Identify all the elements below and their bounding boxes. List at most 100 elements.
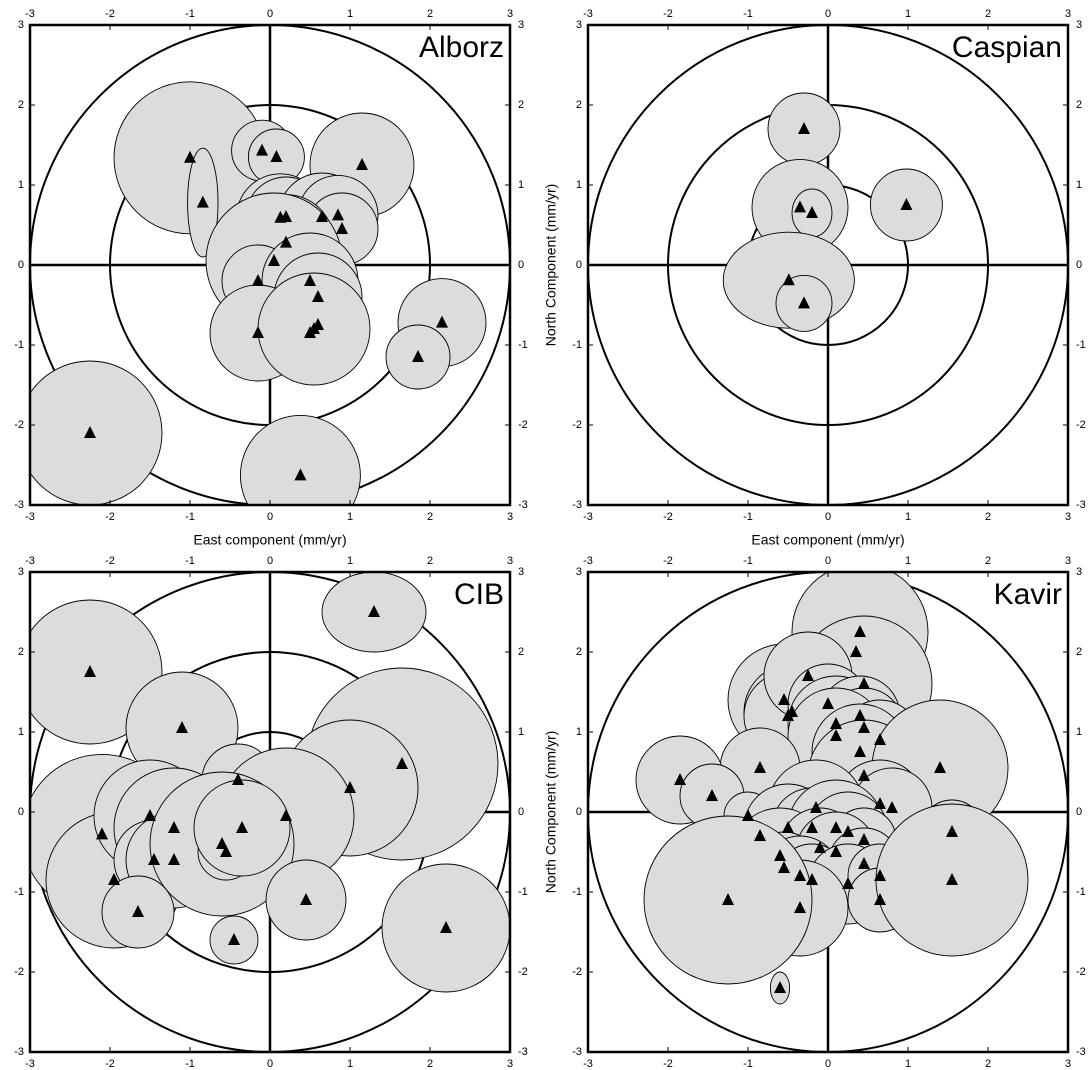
site-marker [858, 721, 870, 733]
site-marker [798, 122, 810, 134]
y-tick-label: -2 [1076, 419, 1086, 431]
site-marker [216, 837, 228, 849]
site-marker [396, 757, 408, 769]
site-marker [280, 235, 292, 248]
site-marker [782, 709, 794, 721]
site-marker [308, 322, 320, 334]
y-tick-label: -1 [572, 339, 582, 351]
panel [588, 25, 1068, 505]
x-tick-label: 0 [267, 511, 273, 523]
x-tick-label: 1 [347, 8, 353, 20]
y-tick-label: 1 [576, 179, 582, 191]
x-tick-label: 3 [507, 1058, 513, 1070]
site-marker [336, 222, 348, 234]
y-tick-label: 0 [1076, 806, 1082, 818]
x-tick-label: -2 [105, 511, 115, 523]
y-tick-label: 2 [576, 99, 582, 111]
site-marker [84, 665, 96, 677]
x-tick-label: -1 [185, 511, 195, 523]
site-marker [858, 677, 870, 689]
site-marker [706, 789, 718, 801]
x-tick-label: -1 [743, 511, 753, 523]
x-tick-label: 1 [905, 511, 911, 523]
site-marker [280, 809, 292, 821]
y-tick-label: 1 [576, 726, 582, 738]
y-tick-label: 2 [18, 646, 24, 658]
x-tick-label: 0 [267, 8, 273, 20]
x-tick-label: -1 [743, 555, 753, 567]
site-marker [874, 869, 886, 881]
site-marker [934, 761, 946, 773]
y-tick-label: 1 [518, 726, 524, 738]
x-tick-label: 1 [347, 1058, 353, 1070]
y-tick-label: 2 [518, 646, 524, 658]
site-marker [900, 198, 913, 210]
x-tick-label: -3 [25, 8, 35, 20]
y-tick-label: -3 [518, 1046, 528, 1058]
site-marker [854, 745, 866, 757]
site-marker [830, 729, 842, 741]
x-tick-label: -3 [583, 1058, 593, 1070]
site-marker [256, 143, 268, 156]
y-tick-label: 2 [518, 99, 524, 111]
site-marker [854, 709, 866, 721]
site-marker [782, 821, 794, 833]
x-tick-label: 0 [825, 511, 831, 523]
site-marker [858, 857, 870, 869]
site-marker [304, 274, 316, 286]
x-tick-label: 3 [1065, 511, 1071, 523]
y-tick-label: 1 [1076, 179, 1082, 191]
x-tick-label: 2 [985, 1058, 991, 1070]
site-marker [252, 326, 264, 338]
site-marker [184, 150, 196, 163]
y-tick-label: -2 [14, 966, 24, 978]
x-tick-label: -1 [185, 8, 195, 20]
site-marker [782, 273, 795, 286]
x-tick-label: 3 [1065, 1058, 1071, 1070]
site-marker [356, 158, 368, 170]
site-marker [312, 290, 324, 302]
site-marker [368, 605, 380, 617]
y-tick-label: 2 [1076, 646, 1082, 658]
y-tick-label: 3 [18, 19, 24, 31]
panel-title: Alborz [419, 31, 504, 64]
x-tick-label: 1 [905, 555, 911, 567]
site-marker [814, 841, 826, 853]
x-tick-label: -1 [185, 1058, 195, 1070]
site-marker [674, 773, 686, 785]
site-marker [842, 877, 854, 889]
y-axis-label: North Component (mm/yr) [543, 731, 559, 894]
y-tick-label: 0 [518, 806, 524, 818]
site-marker [886, 801, 898, 813]
site-marker [830, 717, 842, 729]
error-ellipse [30, 599, 163, 745]
site-marker [344, 781, 356, 793]
site-marker [822, 697, 834, 709]
y-tick-label: 3 [1076, 19, 1082, 31]
x-tick-label: -3 [583, 8, 593, 20]
site-marker [440, 921, 452, 933]
site-marker [778, 693, 790, 705]
site-marker [754, 829, 766, 841]
y-tick-label: 3 [576, 19, 582, 31]
y-tick-label: -3 [14, 1046, 24, 1058]
site-marker [108, 873, 120, 885]
x-tick-label: 2 [985, 8, 991, 20]
site-marker [946, 825, 958, 837]
x-tick-label: 3 [507, 8, 513, 20]
x-tick-label: -1 [185, 555, 195, 567]
site-marker [300, 893, 312, 905]
y-tick-label: 3 [518, 19, 524, 31]
y-tick-label: 0 [576, 259, 582, 271]
x-tick-label: -2 [663, 1058, 673, 1070]
y-tick-label: -3 [1076, 1046, 1086, 1058]
x-tick-label: -3 [583, 511, 593, 523]
y-tick-label: -1 [14, 339, 24, 351]
x-tick-label: -1 [743, 8, 753, 20]
site-marker [316, 210, 328, 222]
y-tick-label: -1 [518, 339, 528, 351]
y-tick-label: -1 [1076, 886, 1086, 898]
site-marker [842, 825, 854, 837]
y-tick-label: 1 [18, 179, 24, 191]
